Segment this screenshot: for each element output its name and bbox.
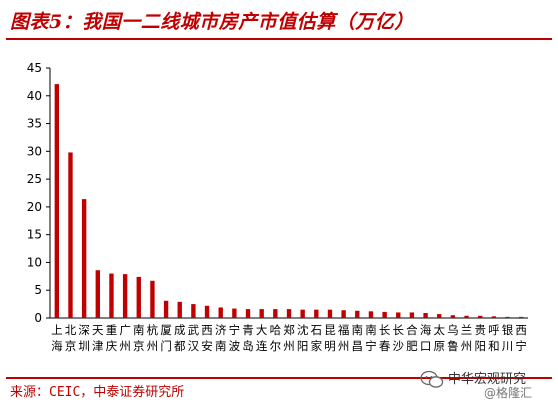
category-label: 厦门	[160, 323, 172, 353]
bar	[163, 300, 169, 318]
bar	[273, 309, 278, 318]
bar	[81, 199, 87, 318]
category-label: 沈阳	[297, 323, 309, 353]
watermark-handle: @格隆汇	[484, 386, 533, 400]
category-label: 南宁	[365, 323, 377, 353]
category-label: 兰州	[461, 323, 473, 353]
bar	[450, 315, 456, 318]
category-label: 郑州	[283, 323, 295, 353]
category-label: 银川	[502, 323, 514, 353]
bar	[341, 310, 346, 318]
bar	[423, 313, 428, 318]
y-tick-label: 5	[34, 283, 42, 297]
category-label: 西宁	[515, 323, 527, 353]
y-tick-label: 20	[27, 200, 42, 214]
category-label: 杭州	[147, 323, 159, 353]
category-label: 重庆	[106, 323, 118, 353]
category-label: 乌鲁	[447, 323, 459, 353]
bar	[491, 316, 497, 318]
category-label: 大连	[256, 323, 268, 353]
bar	[314, 309, 319, 318]
bar	[136, 276, 141, 318]
y-tick-label: 40	[27, 89, 42, 103]
bar	[478, 315, 483, 318]
y-tick-label: 15	[27, 228, 42, 242]
bar	[505, 316, 510, 318]
bar	[300, 309, 305, 318]
bar	[355, 310, 360, 318]
category-label: 深圳	[78, 323, 90, 353]
footer-divider	[6, 377, 552, 379]
category-label: 天津	[92, 323, 104, 353]
category-label: 西安	[201, 323, 213, 353]
category-label: 贵阳	[474, 323, 486, 353]
bar	[368, 311, 374, 318]
y-tick-label: 10	[27, 255, 42, 269]
bar	[382, 311, 387, 318]
category-label: 呼和	[488, 323, 500, 353]
bar	[245, 309, 251, 318]
y-tick-label: 35	[27, 117, 42, 131]
watermark-name: 中华宏观研究	[448, 372, 527, 387]
category-label: 长春	[379, 323, 391, 353]
category-label: 太原	[433, 323, 445, 353]
bar	[204, 305, 210, 318]
category-label: 福州	[338, 323, 350, 353]
bar	[95, 270, 100, 318]
category-label: 广州	[119, 323, 131, 353]
bar	[122, 274, 128, 318]
category-label: 宁波	[229, 323, 241, 353]
category-label: 合肥	[406, 323, 418, 353]
bar	[327, 309, 333, 318]
category-label: 南京	[133, 323, 145, 353]
bar	[259, 309, 264, 318]
chart-title: 图表5：我国一二线城市房产市值估算（万亿）	[10, 11, 414, 33]
bar	[286, 309, 292, 318]
category-label: 哈尔	[270, 323, 282, 353]
category-label: 昆明	[324, 323, 336, 353]
category-label: 成都	[174, 323, 186, 353]
category-label: 石家	[311, 323, 323, 353]
category-label: 武汉	[188, 323, 200, 353]
bar-chart: 0 5 10 15 20 25 30 35 40 45 上海北京深圳天津重庆广州南京杭州厦门成都武汉…	[27, 61, 528, 353]
category-label: 青岛	[242, 323, 254, 353]
bar	[518, 316, 524, 318]
category-label: 济南	[215, 323, 227, 353]
bar	[396, 312, 401, 318]
bar	[218, 307, 223, 318]
bar	[437, 314, 442, 318]
category-label: 北京	[65, 323, 77, 353]
y-tick-label: 0	[34, 311, 42, 325]
category-label: 海口	[420, 323, 432, 353]
category-label: 南昌	[352, 323, 364, 353]
bar	[109, 273, 114, 318]
category-label: 上海	[51, 323, 63, 353]
bar	[177, 301, 182, 318]
bar	[68, 152, 73, 318]
y-tick-label: 30	[27, 144, 42, 158]
bar	[54, 84, 60, 318]
wechat-icon	[420, 370, 444, 388]
category-label: 长沙	[393, 323, 405, 353]
title-divider	[6, 38, 552, 40]
bar	[464, 315, 469, 318]
source-note: 来源：CEIC，中泰证券研究所	[10, 385, 185, 400]
y-tick-label: 25	[27, 172, 42, 186]
bar	[232, 308, 237, 318]
bar	[409, 312, 415, 318]
bar	[191, 304, 196, 318]
watermark: 中华宏观研究 @格隆汇	[420, 364, 556, 402]
y-tick-label: 45	[27, 61, 42, 75]
bar	[150, 280, 155, 318]
